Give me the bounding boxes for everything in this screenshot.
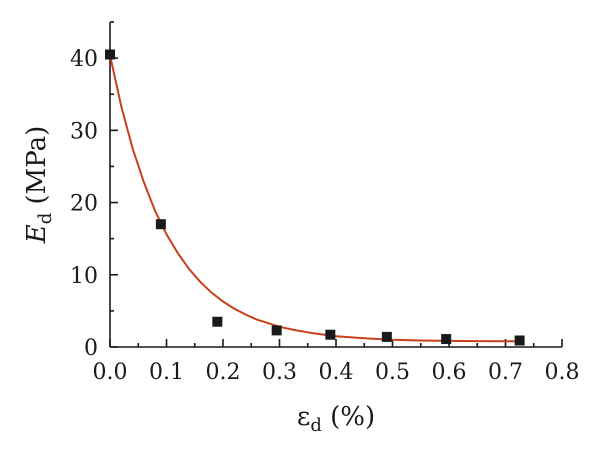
y-axis-label: Ed (MPa) — [22, 126, 56, 245]
plot-area — [105, 49, 525, 346]
data-point — [381, 331, 392, 342]
y-axis-label-unit: (MPa) — [22, 126, 52, 213]
x-axis-label-unit: (%) — [322, 402, 375, 432]
fit-curve — [109, 54, 523, 343]
x-tick-label: 0.8 — [545, 360, 580, 385]
y-axis-label-subscript: d — [35, 213, 56, 225]
data-point — [514, 335, 525, 346]
x-tick-label: 0.3 — [262, 360, 297, 385]
x-tick-label: 0.4 — [319, 360, 354, 385]
y-tick-label: 10 — [70, 264, 98, 289]
data-point — [271, 325, 282, 336]
data-point — [212, 316, 223, 327]
data-point — [155, 219, 166, 230]
data-point — [325, 329, 336, 340]
data-point — [105, 49, 115, 60]
x-tick-label: 0.2 — [206, 360, 241, 385]
x-axis-label-subscript: d — [310, 415, 322, 436]
y-tick-label: 30 — [70, 119, 98, 144]
y-tick-label: 40 — [70, 47, 98, 72]
y-tick-label: 20 — [70, 192, 98, 217]
y-axis-label-symbol: E — [22, 224, 52, 244]
x-tick-label: 0.1 — [149, 360, 184, 385]
ticks: 0.0 0.1 0.2 0.3 0.4 0.5 0.6 0.7 0.8 0 10 20 30 40 — [70, 21, 580, 385]
x-tick-label: 0.5 — [375, 360, 410, 385]
x-tick-label: 0.0 — [93, 360, 128, 385]
axes — [109, 22, 562, 348]
x-axis-label: εd (%) — [297, 402, 375, 436]
x-axis-label-symbol: ε — [297, 402, 310, 432]
data-point — [441, 334, 452, 345]
x-tick-label: 0.6 — [432, 360, 467, 385]
y-tick-label: 0 — [84, 336, 98, 361]
x-tick-label: 0.7 — [488, 360, 523, 385]
